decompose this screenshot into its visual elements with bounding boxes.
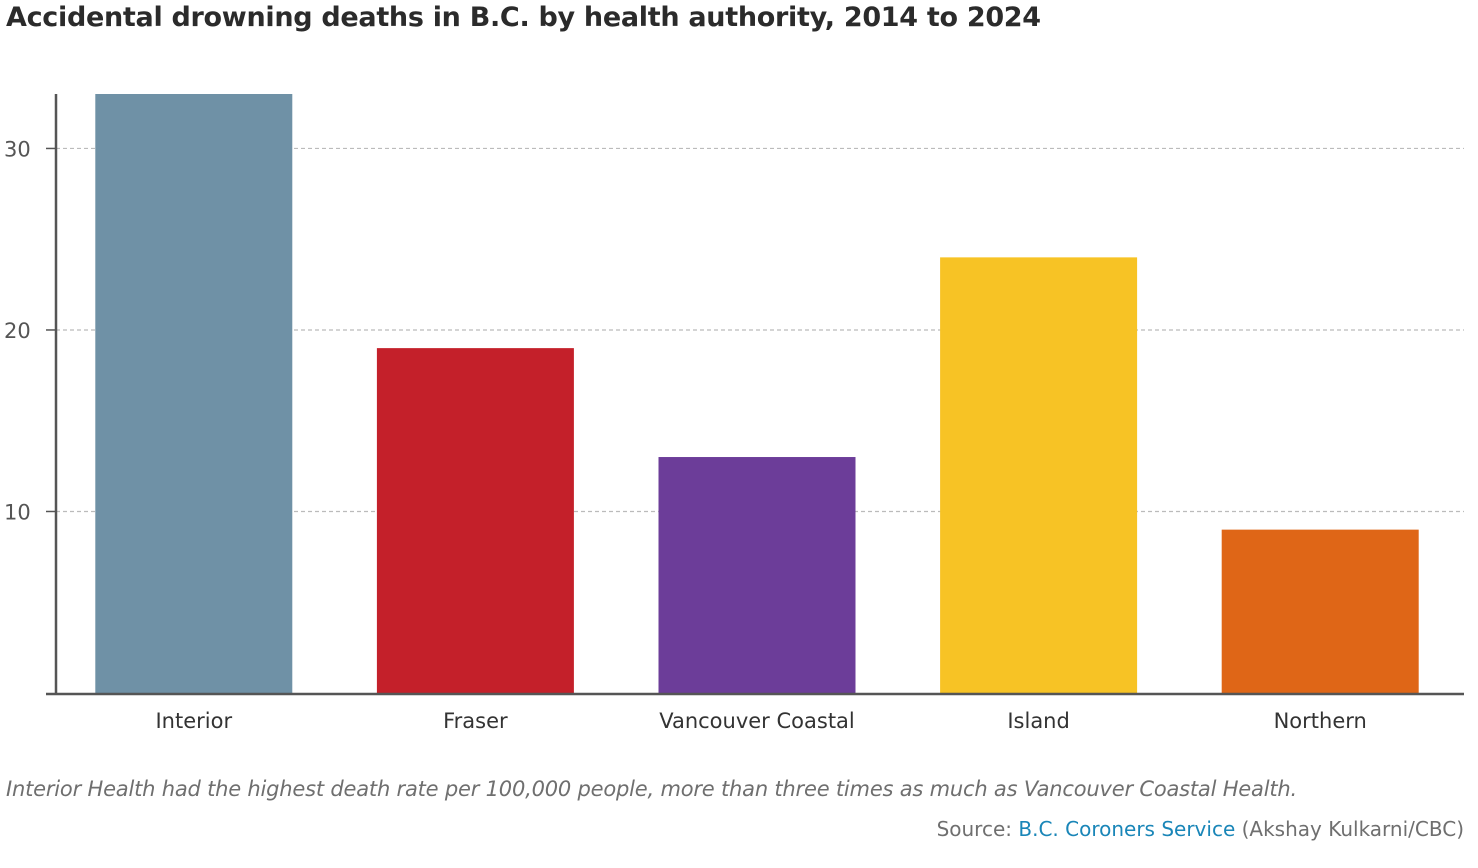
- bars: [95, 94, 1419, 693]
- x-label-interior: Interior: [155, 709, 232, 733]
- bar-vancouver-coastal: [658, 457, 856, 693]
- y-tick-label-30: 30: [4, 137, 31, 161]
- x-label-northern: Northern: [1274, 709, 1367, 733]
- y-tick-label-20: 20: [4, 319, 31, 343]
- bar-northern: [1221, 529, 1419, 693]
- source-prefix: Source:: [936, 817, 1019, 841]
- source-line: Source: B.C. Coroners Service (Akshay Ku…: [937, 817, 1464, 841]
- x-label-vancouver-coastal: Vancouver Coastal: [659, 709, 855, 733]
- x-label-fraser: Fraser: [443, 709, 508, 733]
- chart-caption: Interior Health had the highest death ra…: [6, 777, 1297, 801]
- source-link[interactable]: B.C. Coroners Service: [1018, 817, 1236, 841]
- axes: [46, 94, 1464, 696]
- labels: 10 20 30 Interior Fraser Vancouver Coastal Isl…: [4, 137, 1367, 733]
- bar-interior: [95, 94, 293, 693]
- bar-fraser: [376, 348, 574, 693]
- bar-island: [940, 257, 1138, 693]
- chart-title: Accidental drowning deaths in B.C. by he…: [6, 2, 1041, 33]
- y-tick-label-10: 10: [4, 500, 31, 524]
- source-suffix: (Akshay Kulkarni/CBC): [1235, 817, 1464, 841]
- x-label-island: Island: [1007, 709, 1069, 733]
